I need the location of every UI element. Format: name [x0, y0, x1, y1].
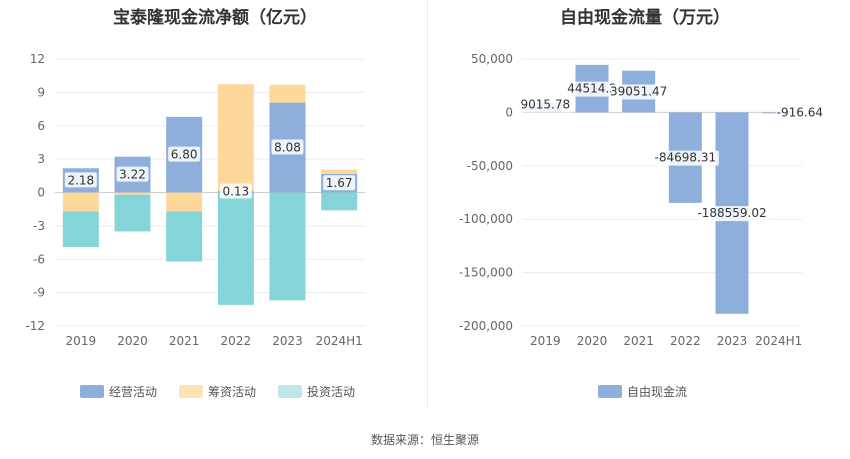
left-bar-financing [321, 169, 358, 174]
left-y-tick-label: 3 [37, 152, 45, 166]
right-data-label: -84698.31 [655, 151, 717, 165]
right-x-tick-label: 2022 [670, 334, 701, 348]
right-y-tick-label: -100,000 [459, 212, 513, 226]
left-data-label-bg [168, 146, 201, 162]
left-bar-investing [166, 211, 203, 262]
left-bar-financing [166, 192, 203, 212]
legend-label-operating: 经营活动 [109, 385, 158, 399]
left-x-tick-label: 2021 [169, 334, 200, 348]
left-x-tick-label: 2024H1 [316, 334, 363, 348]
right-data-label: -188559.02 [697, 206, 766, 220]
left-data-label-bg [323, 175, 356, 191]
left-data-label: 8.08 [274, 141, 301, 155]
legend-swatch-investing [278, 385, 303, 398]
legend-label-free-cash-flow: 自由现金流 [627, 385, 688, 399]
right-y-tick-label: -200,000 [459, 319, 513, 333]
right-data-label-bg [567, 81, 619, 97]
right-y-tick-label: -150,000 [459, 266, 513, 280]
left-y-tick-label: -3 [33, 219, 45, 233]
right-x-tick-label: 2020 [577, 334, 608, 348]
right-y-tick-label: -50,000 [467, 159, 513, 173]
right-y-tick-label: 0 [505, 105, 513, 119]
left-data-label: 0.13 [222, 185, 249, 199]
left-data-label-bg [271, 139, 304, 155]
left-data-label-bg [116, 166, 149, 182]
legend-item-free-cash-flow[interactable]: 自由现金流 [598, 383, 687, 400]
right-legend: 自由现金流 [598, 383, 709, 400]
left-bar-financing [217, 84, 254, 192]
left-data-label-bg [64, 172, 97, 188]
left-y-tick-label: 0 [37, 186, 45, 200]
right-y-tick-label: 50,000 [471, 52, 513, 66]
left-bar-investing [269, 192, 306, 301]
right-data-label: -916.64 [777, 105, 823, 119]
left-data-label: 3.22 [119, 168, 146, 182]
left-legend: 经营活动 筹资活动 投资活动 [80, 383, 377, 400]
right-data-label-bg [775, 105, 827, 121]
left-data-label: 2.18 [67, 173, 94, 187]
left-x-tick-label: 2023 [272, 334, 303, 348]
left-x-tick-label: 2020 [117, 334, 148, 348]
left-bar-investing [321, 192, 358, 211]
right-x-tick-label: 2024H1 [755, 334, 802, 348]
right-data-label: 9015.78 [521, 97, 571, 111]
left-data-label-bg [219, 183, 252, 199]
left-chart-title: 宝泰隆现金流净额（亿元） [113, 8, 317, 28]
legend-item-investing[interactable]: 投资活动 [278, 383, 355, 400]
left-bar-investing [114, 194, 151, 232]
legend-swatch-operating [80, 385, 104, 398]
right-data-label-bg [697, 206, 769, 222]
left-y-tick-label: 12 [30, 52, 45, 66]
left-bar-investing [217, 192, 254, 305]
legend-item-operating[interactable]: 经营活动 [80, 383, 157, 400]
left-bar-financing [269, 84, 306, 103]
legend-item-financing[interactable]: 筹资活动 [179, 383, 256, 400]
right-x-tick-label: 2023 [717, 334, 748, 348]
left-x-tick-label: 2019 [66, 334, 97, 348]
legend-label-financing: 筹资活动 [208, 385, 257, 399]
right-data-label-bg [520, 97, 572, 113]
left-bar-investing [62, 211, 99, 248]
right-data-label: 44514.2 [567, 82, 617, 96]
right-data-label: 39051.47 [610, 85, 667, 99]
left-data-label: 6.80 [171, 148, 198, 162]
data-source: 数据来源：恒生聚源 [370, 433, 479, 447]
left-bar-financing [114, 192, 151, 195]
legend-swatch-free-cash-flow [598, 385, 622, 398]
left-y-tick-label: 6 [37, 119, 45, 133]
chart-divider [427, 0, 428, 408]
right-data-label-bg [610, 84, 669, 100]
left-x-tick-label: 2022 [221, 334, 252, 348]
right-x-tick-label: 2019 [530, 334, 561, 348]
right-data-label-bg [653, 150, 719, 166]
left-y-tick-label: -9 [33, 286, 45, 300]
legend-swatch-financing [179, 385, 204, 398]
left-data-label: 1.67 [326, 176, 353, 190]
left-y-tick-label: -6 [33, 252, 45, 266]
legend-label-investing: 投资活动 [307, 385, 356, 399]
right-chart-title: 自由现金流量（万元） [560, 8, 730, 28]
right-x-tick-label: 2021 [623, 334, 654, 348]
left-bar-financing [62, 192, 99, 212]
left-y-tick-label: 9 [37, 85, 45, 99]
left-y-tick-label: -12 [25, 319, 45, 333]
